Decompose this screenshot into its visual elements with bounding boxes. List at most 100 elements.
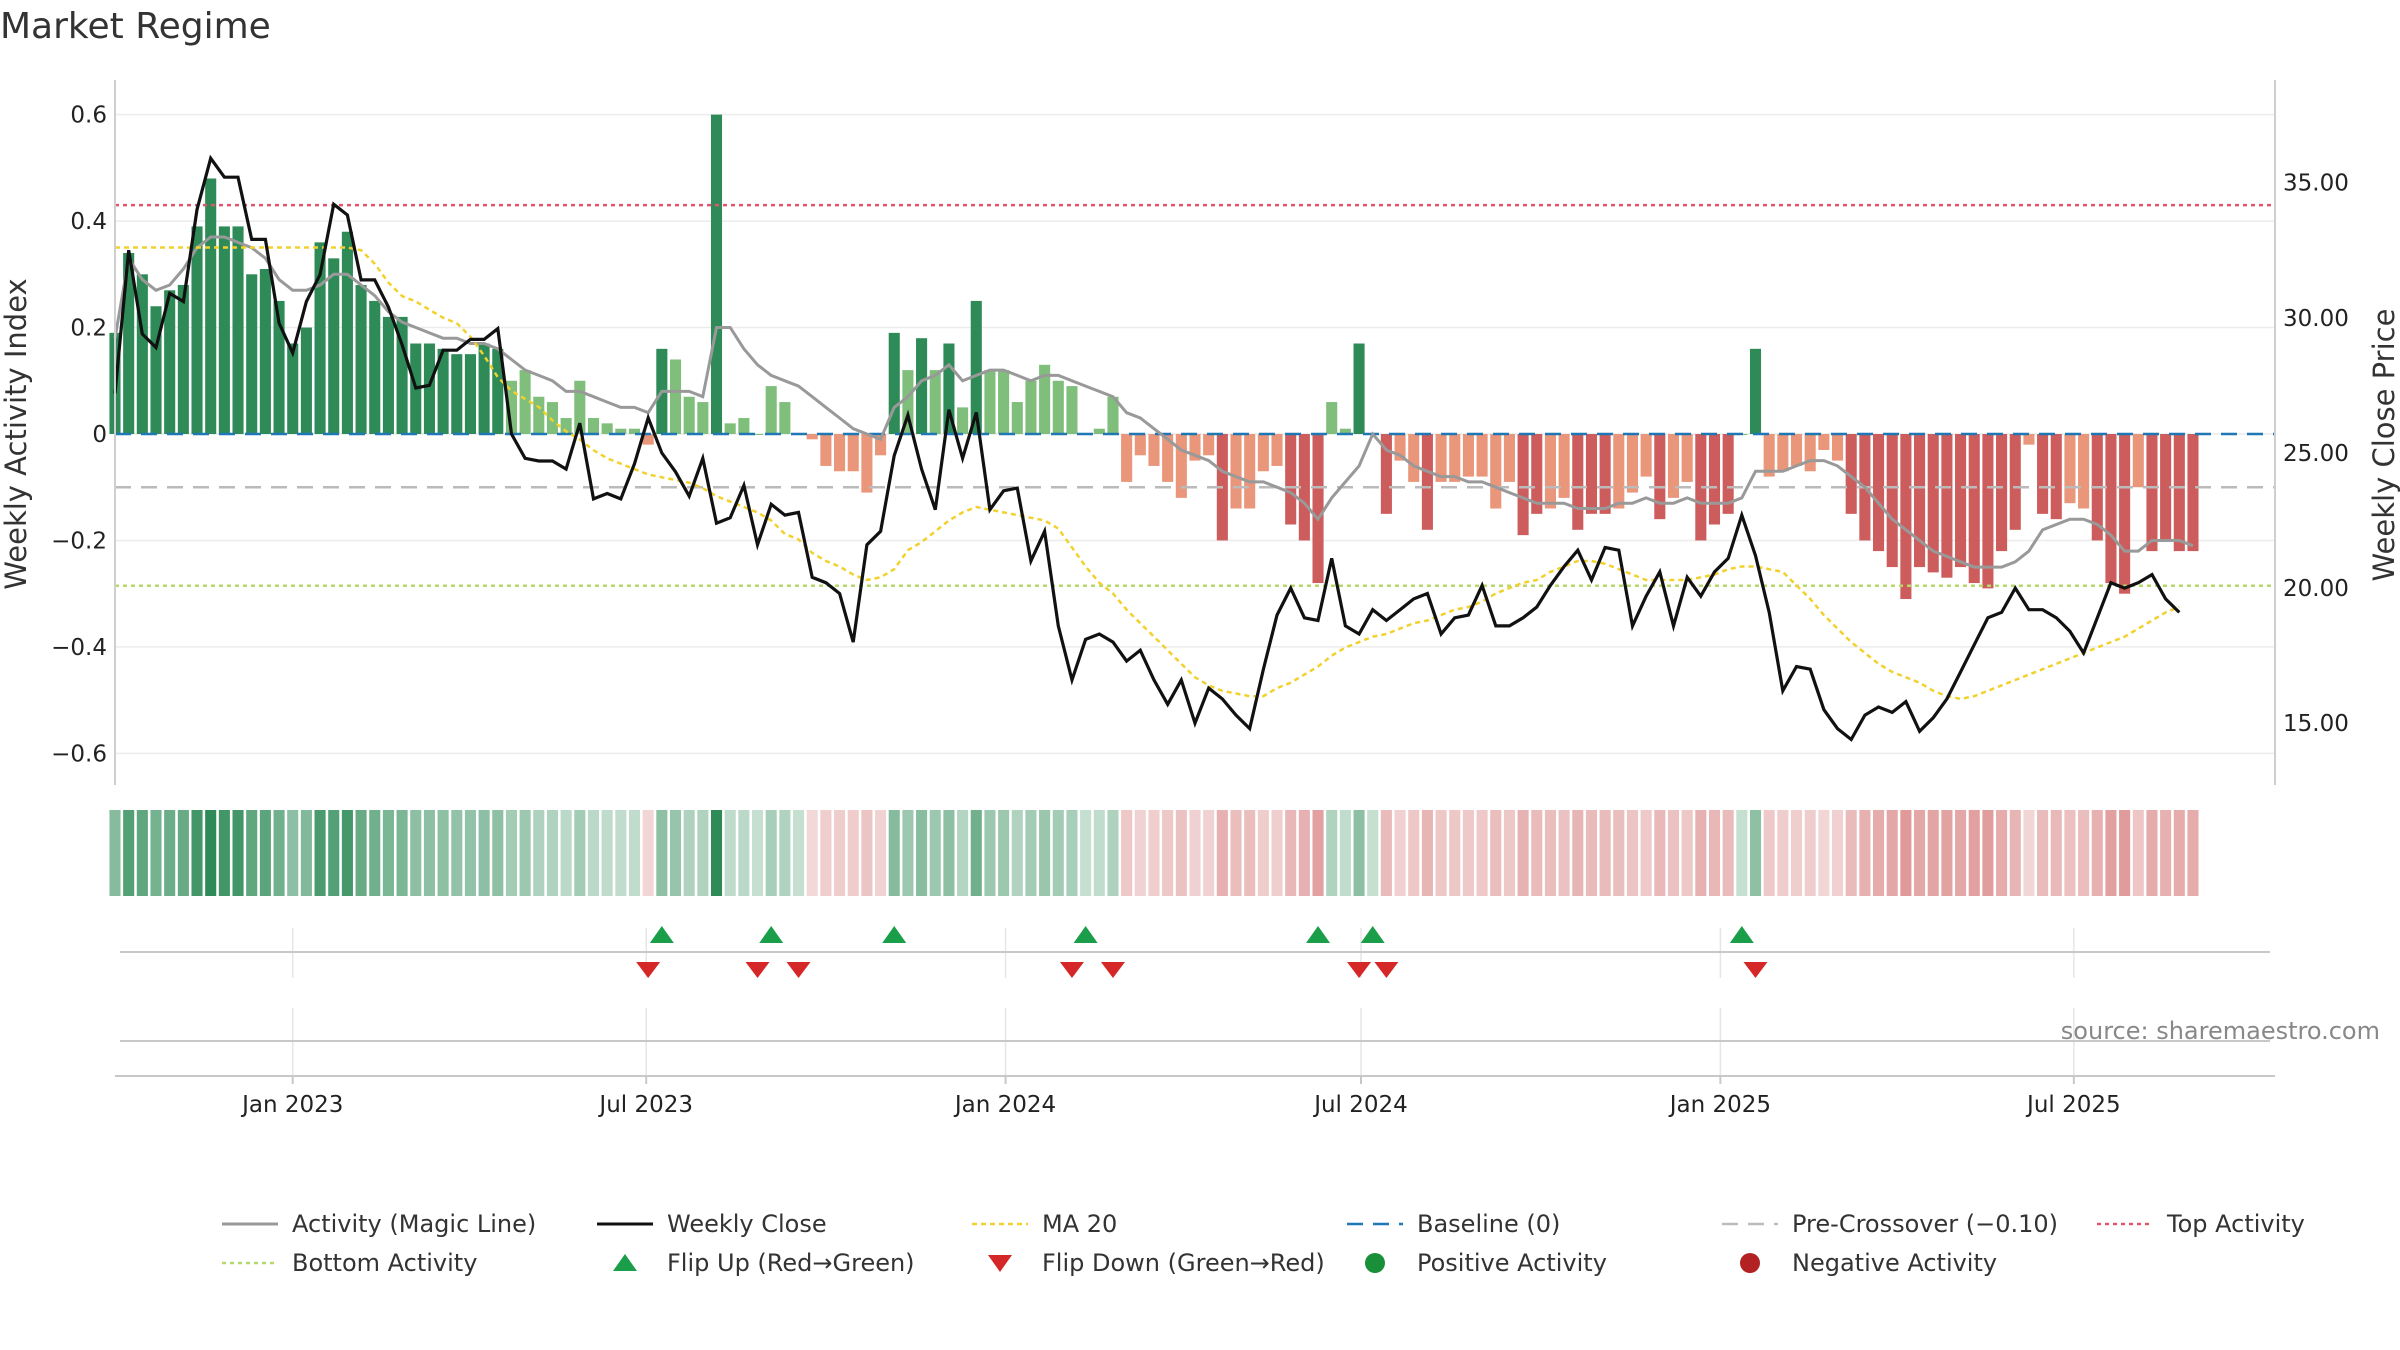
activity-bar: [1517, 434, 1529, 536]
regime-strip-cell: [2132, 810, 2144, 896]
regime-strip-cell: [902, 810, 914, 896]
regime-strip-cell: [1039, 810, 1051, 896]
regime-strip-cell: [177, 810, 189, 896]
regime-strip-cell: [1312, 810, 1324, 896]
activity-bar: [1490, 434, 1502, 509]
activity-bar: [1148, 434, 1160, 466]
regime-strip-cell: [1175, 810, 1187, 896]
regime-strip-cell: [834, 810, 846, 896]
activity-bar: [574, 380, 586, 434]
regime-strip-cell: [1285, 810, 1297, 896]
regime-strip-cell: [164, 810, 176, 896]
y-tick-label: 0: [92, 422, 107, 448]
regime-strip-cell: [642, 810, 654, 896]
regime-strip-cell: [970, 810, 982, 896]
regime-strip-cell: [1353, 810, 1365, 896]
activity-bar: [834, 434, 846, 472]
x-tick-label: Jul 2025: [2025, 1092, 2121, 1118]
regime-strip-cell: [478, 810, 490, 896]
activity-bar: [806, 434, 818, 440]
activity-bar: [1203, 434, 1215, 456]
activity-bar: [1982, 434, 1994, 589]
regime-strip-cell: [109, 810, 121, 896]
chart-title: Market Regime: [0, 6, 271, 47]
series-lines: [113, 154, 2194, 742]
regime-strip-cell: [287, 810, 299, 896]
regime-strip-cell: [2064, 810, 2076, 896]
regime-strip-cell: [1449, 810, 1461, 896]
regime-strip-cell: [1339, 810, 1351, 896]
flip-up-marker: [1729, 926, 1754, 943]
regime-strip: [109, 810, 2199, 896]
y2-tick-label: 30.00: [2283, 306, 2349, 332]
regime-strip-cell: [1134, 810, 1146, 896]
regime-strip-cell: [587, 810, 600, 896]
regime-strip-cell: [1613, 810, 1625, 896]
activity-bar: [1134, 434, 1146, 456]
activity-bar: [1654, 434, 1666, 520]
flip-down-marker: [1347, 962, 1372, 978]
activity-bar: [847, 434, 859, 472]
regime-strip-cell: [273, 810, 285, 896]
y-tick-label: −0.6: [51, 741, 107, 767]
regime-strip-cell: [191, 810, 203, 896]
regime-strip-cell: [259, 810, 271, 896]
activity-bar: [1763, 434, 1775, 477]
regime-strip-cell: [505, 810, 517, 896]
activity-bar: [1298, 434, 1310, 541]
regime-strip-cell: [1968, 810, 1980, 896]
legend-label: Flip Up (Red→Green): [667, 1249, 915, 1277]
activity-bar: [902, 370, 914, 434]
activity-bar: [177, 284, 189, 434]
activity-bar: [1722, 434, 1734, 514]
legend-label: Top Activity: [2166, 1210, 2305, 1238]
flip-down-marker: [786, 962, 811, 978]
flip-up-marker: [759, 926, 784, 943]
flip-up-marker: [882, 926, 907, 943]
regime-strip-cell: [341, 810, 353, 896]
activity-bar: [1804, 434, 1816, 472]
regime-strip-cell: [1681, 810, 1693, 896]
activity-bar: [1955, 434, 1967, 568]
activity-bar: [1503, 434, 1515, 482]
regime-strip-cell: [2023, 810, 2035, 896]
regime-strip-cell: [1667, 810, 1680, 896]
regime-strip-cell: [1298, 810, 1310, 896]
activity-bar: [1818, 434, 1830, 450]
activity-bar: [1394, 434, 1406, 461]
activity-bar: [642, 434, 654, 445]
flip-down-marker: [1374, 962, 1399, 978]
regime-strip-cell: [2119, 810, 2131, 896]
regime-strip-cell: [1162, 810, 1174, 896]
legend-label: Activity (Magic Line): [292, 1210, 536, 1238]
activity-bar: [1230, 434, 1242, 509]
activity-bar: [287, 343, 299, 434]
y2-tick-label: 35.00: [2283, 171, 2349, 197]
activity-bar: [888, 332, 900, 434]
activity-bar: [2132, 434, 2144, 488]
activity-bar: [1052, 380, 1064, 434]
activity-bar: [123, 253, 135, 434]
bottom-panel: source: sharemaestro.com Jan 2023 Jul 2023…: [115, 1008, 2380, 1118]
regime-strip-cell: [1148, 810, 1160, 896]
flip-markers-panel: [120, 926, 2270, 978]
regime-strip-cell: [998, 810, 1010, 896]
activity-bar: [2078, 434, 2090, 509]
activity-bar: [533, 396, 545, 434]
activity-bar: [1326, 402, 1338, 434]
regime-strip-cell: [1927, 810, 1939, 896]
activity-bar: [1626, 434, 1639, 493]
activity-bar: [1039, 364, 1051, 434]
regime-strip-cell: [1244, 810, 1256, 896]
regime-strip-cell: [410, 810, 422, 896]
regime-strip-cell: [1230, 810, 1242, 896]
activity-bar: [1585, 434, 1597, 514]
regime-strip-cell: [451, 810, 463, 896]
regime-strip-cell: [2160, 810, 2172, 896]
activity-bar: [1011, 402, 1023, 434]
activity-bar: [328, 258, 340, 434]
activity-bar: [1572, 434, 1584, 530]
activity-bar: [2160, 434, 2172, 541]
regime-strip-cell: [943, 810, 955, 896]
regime-strip-cell: [328, 810, 340, 896]
